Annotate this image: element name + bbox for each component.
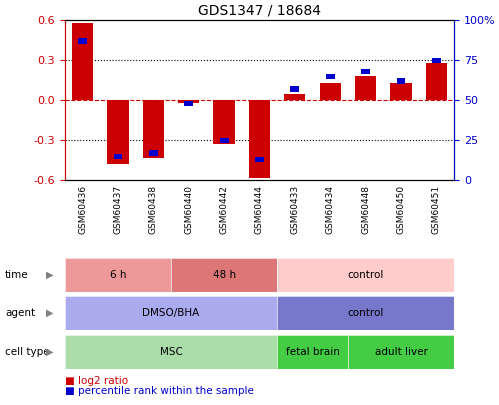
Bar [390, 83, 412, 100]
Text: ▶: ▶ [46, 308, 54, 318]
Text: agent: agent [5, 308, 35, 318]
Text: 6 h: 6 h [110, 270, 126, 280]
Bar [220, 138, 229, 143]
Bar [284, 94, 305, 100]
Bar [78, 38, 87, 44]
Text: MSC: MSC [160, 347, 183, 357]
Text: DMSO/BHA: DMSO/BHA [142, 308, 200, 318]
Bar [290, 86, 299, 92]
Title: GDS1347 / 18684: GDS1347 / 18684 [198, 4, 321, 18]
Bar [355, 76, 376, 100]
Text: 48 h: 48 h [213, 270, 236, 280]
Bar [249, 100, 270, 177]
Text: ▶: ▶ [46, 270, 54, 280]
Bar [320, 83, 341, 100]
Text: control: control [347, 270, 384, 280]
Bar [149, 150, 158, 156]
Bar [361, 69, 370, 74]
Bar [397, 79, 405, 84]
Bar [72, 23, 93, 100]
Text: adult liver: adult liver [375, 347, 428, 357]
Bar [143, 100, 164, 158]
Text: control: control [347, 308, 384, 318]
Text: ■ log2 ratio: ■ log2 ratio [65, 376, 128, 386]
Bar [255, 157, 264, 162]
Text: cell type: cell type [5, 347, 49, 357]
Text: ■ percentile rank within the sample: ■ percentile rank within the sample [65, 386, 254, 396]
Text: time: time [5, 270, 28, 280]
Bar [184, 101, 193, 106]
Bar [114, 153, 122, 159]
Bar [214, 100, 235, 144]
Text: ▶: ▶ [46, 347, 54, 357]
Bar [326, 74, 335, 79]
Bar [178, 100, 199, 103]
Text: fetal brain: fetal brain [285, 347, 339, 357]
Bar [107, 100, 129, 164]
Bar [426, 63, 447, 100]
Bar [432, 58, 441, 63]
